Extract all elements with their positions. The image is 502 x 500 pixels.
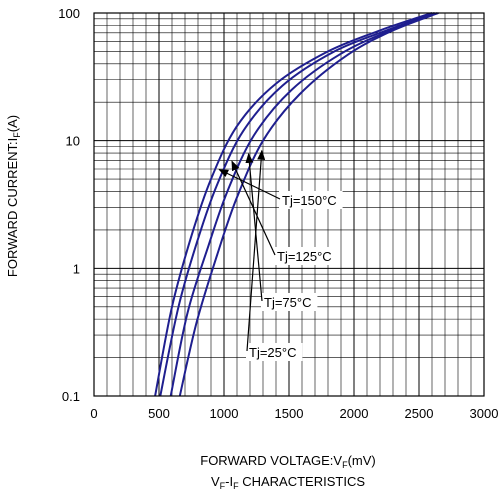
- y-tick-label: 0.1: [62, 389, 80, 404]
- annotation-box: [274, 247, 338, 265]
- annotation-3: Tj=25°C: [246, 149, 303, 361]
- y-tick-label: 1: [73, 261, 80, 276]
- annotation-label: Tj=25°C: [249, 345, 296, 360]
- x-tick-label: 1000: [210, 406, 239, 421]
- x-tick-labels: 0 500 1000 1500 2000 2500 3000: [90, 406, 498, 421]
- x-tick-label: 2000: [340, 406, 369, 421]
- curves: [154, 12, 439, 397]
- annotations: Tj=150°C Tj=125°C Tj=75°C Tj=25°C: [218, 149, 343, 361]
- x-tick-label: 0: [90, 406, 97, 421]
- x-axis-label: FORWARD VOLTAGE:VF(mV): [200, 453, 376, 470]
- annotation-arrow: [218, 168, 281, 200]
- y-tick-label: 10: [66, 134, 80, 149]
- series-line-1: [159, 12, 435, 397]
- annotation-0: Tj=150°C: [218, 168, 343, 209]
- chart-title: VF-IF CHARACTERISTICS: [211, 474, 365, 491]
- y-tick-label: 100: [58, 6, 80, 21]
- annotation-box: [246, 343, 303, 361]
- annotation-2: Tj=75°C: [245, 152, 318, 311]
- series-line-3: [178, 12, 439, 397]
- series-line-0: [154, 12, 433, 397]
- y-tick-labels: 0.1 1 10 100: [58, 6, 80, 404]
- plot-frame: [93, 12, 485, 397]
- annotation-arrow: [246, 149, 266, 352]
- annotation-label: Tj=125°C: [277, 249, 332, 264]
- annotation-arrow: [245, 152, 263, 302]
- x-tick-label: 500: [148, 406, 170, 421]
- grid: [94, 13, 484, 396]
- annotation-box: [261, 293, 318, 311]
- annotation-box: [279, 191, 343, 209]
- annotation-label: Tj=75°C: [264, 295, 311, 310]
- x-tick-label: 2500: [405, 406, 434, 421]
- y-axis-label: FORWARD CURRENT:IF(A): [5, 115, 22, 277]
- x-tick-label: 1500: [275, 406, 304, 421]
- annotation-1: Tj=125°C: [231, 160, 338, 265]
- x-tick-label: 3000: [470, 406, 499, 421]
- annotation-label: Tj=150°C: [282, 193, 337, 208]
- series-line-2: [169, 12, 438, 397]
